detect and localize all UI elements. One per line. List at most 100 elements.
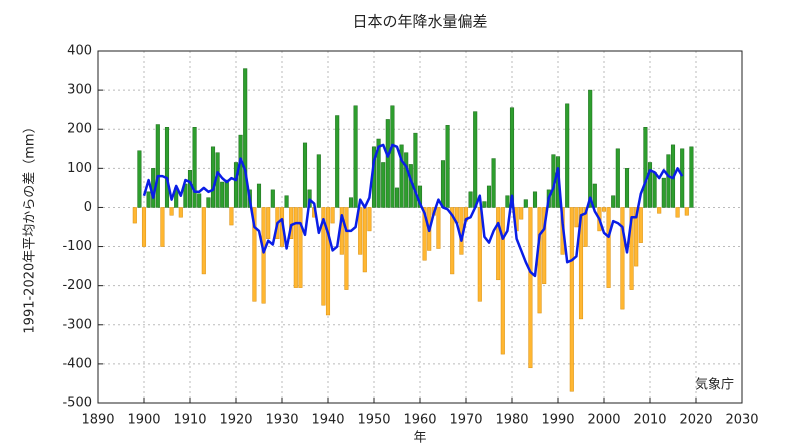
bar [164,127,170,208]
bar [293,207,298,288]
y-tick-label: 200 [67,122,92,137]
bar [652,171,657,208]
y-tick-label: -200 [62,278,92,293]
bar [197,193,202,208]
x-tick-label: 1940 [311,413,344,428]
y-tick-label: -100 [62,239,92,254]
bar [353,105,358,208]
bar [160,207,165,247]
x-tick-label: 1930 [265,413,298,428]
bar [238,134,243,208]
bar [266,207,271,239]
x-tick-label: 1950 [357,413,390,428]
bar [146,191,151,208]
bar [473,111,478,208]
bar [486,185,492,208]
y-tick-label: -500 [62,396,92,411]
x-tick-label: 2000 [587,413,620,428]
bar [689,146,694,208]
bar [169,207,174,216]
x-tick-label: 1890 [81,413,114,428]
bar [634,207,639,267]
bar [468,191,473,208]
x-tick-label: 2020 [679,413,712,428]
bar [256,183,262,208]
bar [496,207,501,281]
bar [588,89,593,208]
bar [220,181,225,208]
x-axis-label: 年 [413,431,426,446]
y-tick-label: 0 [84,200,92,215]
bar [399,144,404,208]
bar [243,68,248,208]
x-tick-label: 1920 [219,413,252,428]
bar [141,207,147,247]
bar [335,115,340,208]
bar [482,201,487,208]
bar [404,152,409,208]
bar [643,127,648,208]
x-tick-label: 1960 [403,413,436,428]
bar [302,142,308,208]
bar [233,162,239,208]
bar [413,132,418,208]
bar [505,195,510,208]
bar [132,207,137,224]
bar [376,138,381,208]
bar [394,187,400,208]
bar [657,207,662,214]
bar [509,107,515,208]
bar [385,119,390,208]
bar [638,207,643,243]
bar [528,207,533,369]
bar [358,207,363,255]
bar [390,105,395,208]
bar [606,207,611,288]
bar [325,207,331,316]
x-tick-label: 1900 [127,413,160,428]
plot-frame [97,50,743,404]
y-tick-label: 100 [67,161,92,176]
bar [500,207,505,355]
bar [647,162,653,208]
bar [601,207,607,212]
annotation: 気象庁 [695,377,734,393]
y-axis-label: 1991-2020年平均からの差（mm） [23,120,38,333]
bar [224,179,229,208]
x-tick-label: 1990 [541,413,574,428]
bar [578,207,584,320]
bar [229,207,234,226]
bar [270,189,275,208]
bar [330,207,335,224]
bar [523,199,528,208]
bar [321,207,326,306]
bar [187,170,193,208]
bar [675,207,680,218]
bar [583,207,588,247]
x-tick-label: 1910 [173,413,206,428]
bar [367,207,372,232]
bar [542,207,547,284]
bar [629,207,634,290]
bar [569,207,574,392]
bar [565,103,570,208]
y-tick-label: 300 [67,83,92,98]
chart-title: 日本の年降水量偏差 [352,13,487,31]
bar [210,146,216,208]
bar [440,160,446,208]
y-tick-label: 400 [67,44,92,59]
x-tick-label: 2010 [633,413,666,428]
bar [615,148,620,208]
bar [178,207,183,218]
bar [661,177,666,208]
bar [422,207,427,261]
bar [624,168,630,208]
bar [611,195,616,208]
x-tick-label: 1970 [449,413,482,428]
bar [348,197,354,208]
bar [201,207,206,275]
bar [666,154,671,208]
bar [252,207,257,302]
x-tick-label: 1980 [495,413,528,428]
